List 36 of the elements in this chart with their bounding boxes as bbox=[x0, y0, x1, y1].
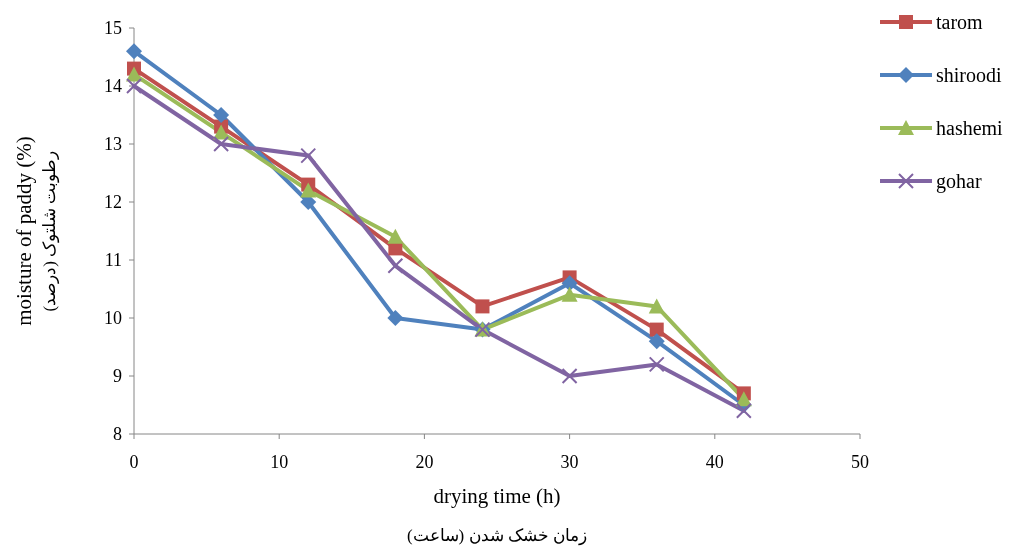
y-tick-label: 9 bbox=[113, 366, 122, 386]
y-tick-label: 11 bbox=[104, 250, 122, 270]
y-tick-label: 12 bbox=[104, 192, 122, 212]
point bbox=[126, 78, 142, 94]
legend-label: hashemi bbox=[936, 117, 1004, 139]
point bbox=[649, 322, 664, 337]
point bbox=[126, 43, 142, 60]
x-tick-label: 20 bbox=[415, 452, 434, 472]
point bbox=[300, 182, 317, 198]
x-tick-label: 10 bbox=[270, 452, 289, 472]
y-tick-label: 10 bbox=[104, 308, 122, 328]
point bbox=[387, 257, 404, 274]
point bbox=[387, 228, 404, 244]
point bbox=[561, 286, 578, 302]
point bbox=[561, 275, 578, 292]
point bbox=[561, 368, 578, 384]
point bbox=[300, 147, 317, 164]
x-tick-label: 0 bbox=[129, 452, 139, 472]
point bbox=[387, 310, 404, 326]
point bbox=[213, 107, 230, 123]
legend-label: tarom bbox=[936, 11, 984, 33]
x-tick-label: 40 bbox=[705, 452, 724, 472]
x-tick-label: 30 bbox=[560, 452, 579, 472]
y-tick-label: 8 bbox=[113, 424, 122, 444]
legend-label: gohar bbox=[936, 170, 982, 193]
x-tick-label: 50 bbox=[851, 452, 869, 472]
point bbox=[648, 298, 665, 314]
y-tick-label: 14 bbox=[104, 76, 122, 96]
point bbox=[213, 136, 230, 152]
point bbox=[648, 333, 665, 350]
point bbox=[735, 402, 752, 419]
point bbox=[648, 356, 665, 373]
legend-label: shiroodi bbox=[936, 64, 1002, 86]
point bbox=[475, 299, 490, 314]
y-tick-label: 15 bbox=[104, 18, 122, 38]
y-tick-label: 13 bbox=[104, 134, 122, 154]
